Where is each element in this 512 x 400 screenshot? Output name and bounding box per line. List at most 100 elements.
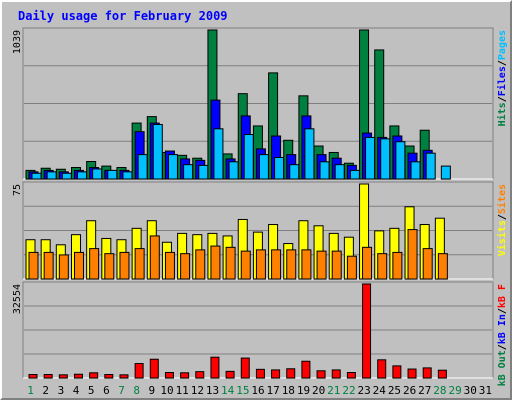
legend-kb-f: kB F <box>497 284 508 308</box>
kb-f-bar-day-23 <box>362 283 372 379</box>
kb-f-bar-day-1 <box>28 374 38 379</box>
kb-f-bar-day-12 <box>195 371 205 379</box>
kb-f-bar-day-18 <box>286 368 296 379</box>
middle-legend: Visits/Sites <box>496 184 508 256</box>
sites-bar-day-20 <box>316 250 327 280</box>
legend-pages: Pages <box>497 30 508 60</box>
pages-bar-day-19 <box>304 128 315 180</box>
kb-f-bar-day-9 <box>149 358 159 379</box>
sites-bar-day-14 <box>225 246 236 280</box>
sites-bar-day-10 <box>164 251 175 280</box>
day-label-14: 14 <box>221 384 235 397</box>
pages-bar-day-2 <box>46 171 57 180</box>
day-label-12: 12 <box>191 384 204 397</box>
sites-bar-day-7 <box>119 251 130 280</box>
day-label-24: 24 <box>373 384 387 397</box>
day-label-19: 19 <box>297 384 310 397</box>
pages-bar-day-23 <box>365 136 376 180</box>
kb-f-bar-day-11 <box>180 372 190 379</box>
pages-bar-day-16 <box>258 154 269 180</box>
chart-title: Daily usage for February 2009 <box>18 9 228 23</box>
kb-f-bar-day-19 <box>301 360 311 379</box>
sites-bar-day-13 <box>210 245 221 280</box>
sites-bar-day-8 <box>134 248 145 280</box>
day-label-21: 21 <box>327 384 340 397</box>
sites-bar-day-27 <box>422 248 433 280</box>
pages-bar-day-26 <box>410 161 421 180</box>
legend-visits: Visits <box>496 220 508 256</box>
sites-bar-day-24 <box>377 253 388 280</box>
day-label-7: 7 <box>118 384 125 397</box>
sites-bar-day-9 <box>149 235 160 280</box>
legend-sites: Sites <box>496 184 508 214</box>
sites-bar-day-11 <box>180 253 191 280</box>
kb-f-bar-day-16 <box>255 368 265 379</box>
kb-f-bar-day-26 <box>407 368 417 379</box>
day-label-5: 5 <box>88 384 95 397</box>
kb-f-bar-day-28 <box>437 369 447 379</box>
legend-separator: / <box>497 344 508 350</box>
pages-bar-day-14 <box>228 161 239 180</box>
legend-separator: / <box>497 96 508 102</box>
pages-bar-day-4 <box>76 171 87 180</box>
sites-bar-day-5 <box>89 248 100 280</box>
sites-bar-day-2 <box>43 251 54 280</box>
kb-f-bar-day-21 <box>331 369 341 379</box>
bottom-max-label: 32554 <box>12 284 23 314</box>
pages-bar-day-13 <box>213 128 224 180</box>
pages-bar-day-10 <box>167 154 178 180</box>
day-label-22: 22 <box>342 384 355 397</box>
day-label-26: 26 <box>403 384 416 397</box>
sites-bar-day-18 <box>286 249 297 280</box>
kb-f-bar-day-27 <box>422 367 432 379</box>
day-label-10: 10 <box>160 384 173 397</box>
sites-bar-day-1 <box>28 251 39 280</box>
day-label-13: 13 <box>206 384 219 397</box>
day-label-27: 27 <box>418 384 431 397</box>
kb-f-bar-day-8 <box>134 363 144 379</box>
day-label-31: 31 <box>479 384 492 397</box>
pages-bar-day-24 <box>380 138 391 180</box>
sites-bar-day-15 <box>240 250 251 280</box>
kb-f-bar-day-25 <box>392 365 402 379</box>
day-label-2: 2 <box>42 384 49 397</box>
day-label-17: 17 <box>267 384 280 397</box>
kb-f-bar-day-6 <box>104 374 114 379</box>
sites-bar-day-17 <box>271 249 282 280</box>
pages-bar-day-8 <box>137 154 148 180</box>
day-label-4: 4 <box>73 384 80 397</box>
sites-bar-day-25 <box>392 251 403 280</box>
kb-f-bar-day-14 <box>225 370 235 379</box>
legend-separator: / <box>497 214 508 220</box>
legend-separator: / <box>497 308 508 314</box>
pages-bar-day-20 <box>319 161 330 180</box>
kb-f-bar-day-4 <box>73 373 83 379</box>
day-label-3: 3 <box>58 384 65 397</box>
legend-kb-out: kB Out <box>497 350 508 386</box>
sites-bar-day-3 <box>58 254 69 280</box>
kb-f-bar-day-3 <box>58 374 68 379</box>
sites-bar-day-26 <box>407 229 418 280</box>
kb-f-bar-day-22 <box>346 372 356 379</box>
pages-bar-day-5 <box>92 168 103 180</box>
day-label-16: 16 <box>251 384 264 397</box>
pages-bar-day-1 <box>31 172 42 180</box>
legend-hits: Hits <box>496 102 508 126</box>
sites-bar-day-19 <box>301 249 312 280</box>
pages-bar-day-9 <box>152 124 163 180</box>
top-max-label: 1039 <box>12 30 23 54</box>
day-label-9: 9 <box>149 384 156 397</box>
pages-bar-day-7 <box>122 171 133 180</box>
pages-bar-day-3 <box>61 172 72 180</box>
sites-bar-day-4 <box>73 251 84 280</box>
sites-bar-day-22 <box>346 255 357 280</box>
day-label-6: 6 <box>103 384 110 397</box>
kb-f-bar-day-10 <box>164 372 174 379</box>
pages-bar-day-18 <box>289 164 300 180</box>
kb-f-bar-day-24 <box>377 359 387 379</box>
pages-bar-day-25 <box>395 141 406 180</box>
day-label-30: 30 <box>464 384 477 397</box>
pages-bar-day-12 <box>198 164 209 180</box>
